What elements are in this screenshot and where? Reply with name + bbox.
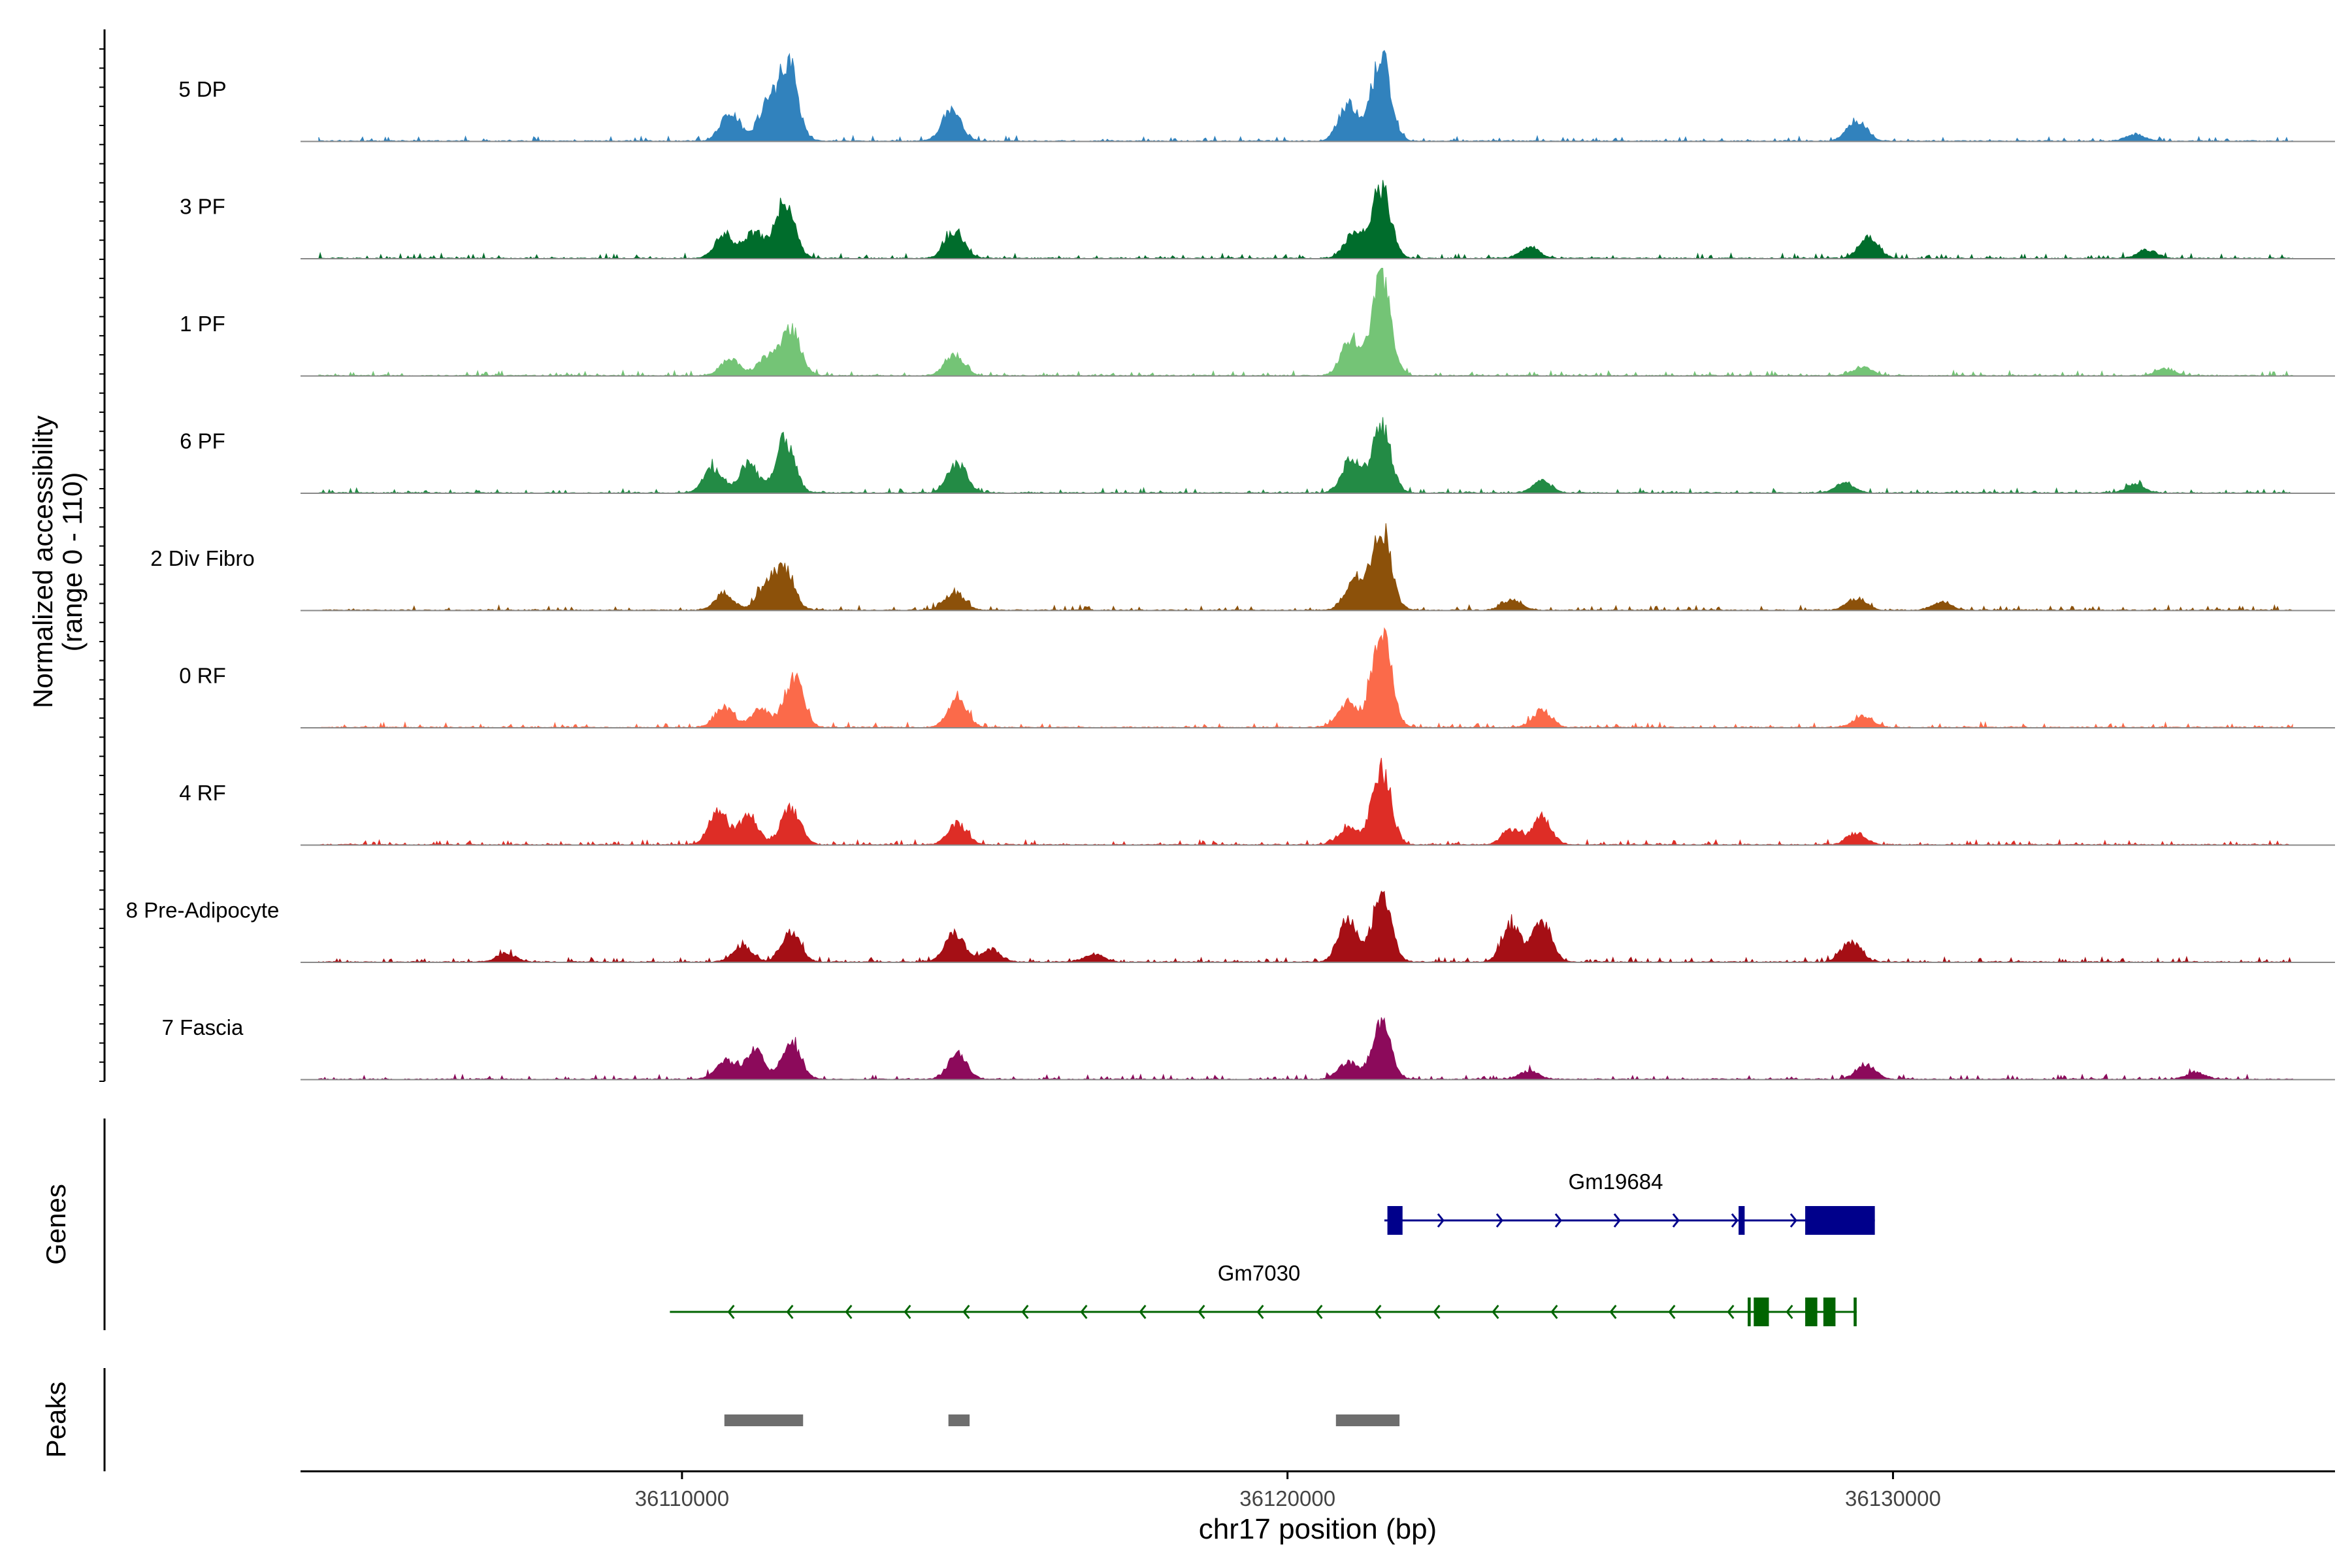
- x-axis-label: chr17 position (bp): [1199, 1513, 1437, 1545]
- strand-arrow: [1315, 1305, 1323, 1319]
- peaks-panel-label: Peaks: [41, 1382, 71, 1458]
- gene-gm7030: Gm7030: [670, 1261, 1857, 1326]
- coverage-area: [318, 627, 2293, 728]
- strand-arrow: [1789, 1213, 1797, 1228]
- strand-arrow: [1198, 1305, 1205, 1319]
- strand-arrow: [1080, 1305, 1088, 1319]
- x-tick-label: 36120000: [1239, 1486, 1335, 1511]
- gene-exon: [1854, 1298, 1857, 1326]
- gene-exon: [1823, 1298, 1836, 1326]
- x-axis-ticks: 36110000 36120000 36130000: [635, 1471, 1941, 1511]
- gene-exon: [1739, 1206, 1745, 1235]
- strand-arrow: [1609, 1305, 1617, 1319]
- strand-arrow: [1492, 1305, 1499, 1319]
- strand-arrow: [1437, 1213, 1445, 1228]
- coverage-area: [318, 757, 2293, 846]
- track-2-div-fibro: 2 Div Fibro: [150, 523, 2335, 612]
- coverage-area: [318, 1017, 2293, 1081]
- genes-panel-label: Genes: [41, 1184, 71, 1265]
- gene-gm19684: Gm19684: [1384, 1169, 1875, 1235]
- strand-arrow: [786, 1305, 794, 1319]
- coverage-area: [318, 180, 2293, 260]
- strand-arrow: [1021, 1305, 1029, 1319]
- strand-arrow: [1256, 1305, 1264, 1319]
- track-0-rf: 0 RF: [179, 627, 2335, 728]
- gene-exon: [1748, 1298, 1751, 1326]
- track-label: 1 PF: [180, 312, 225, 336]
- strand-arrow: [1433, 1305, 1441, 1319]
- track-8-pre-adipocyte: 8 Pre-Adipocyte: [126, 890, 2335, 964]
- peak-region: [1335, 1414, 1400, 1426]
- track-7-fascia: 7 Fascia: [162, 1015, 2335, 1081]
- gene-exon: [1805, 1206, 1875, 1235]
- gene-annotation-panel: Gm19684 Gm7030: [670, 1169, 1875, 1326]
- strand-arrow: [1672, 1213, 1680, 1228]
- track-label: 2 Div Fibro: [150, 546, 255, 570]
- x-tick-label: 36130000: [1845, 1486, 1941, 1511]
- coverage-area: [318, 268, 2293, 378]
- y-axis-label: Normalized accessibility: [27, 416, 58, 708]
- strand-arrow: [1727, 1305, 1735, 1319]
- strand-arrow: [1668, 1305, 1676, 1319]
- track-6-pf: 6 PF: [180, 417, 2335, 495]
- coverage-area: [318, 890, 2293, 964]
- track-4-rf: 4 RF: [179, 757, 2335, 846]
- strand-arrow: [1374, 1305, 1382, 1319]
- x-tick-label: 36110000: [635, 1486, 729, 1511]
- strand-arrow: [1495, 1213, 1503, 1228]
- track-label: 8 Pre-Adipocyte: [126, 898, 280, 923]
- track-5-dp: 5 DP: [178, 50, 2335, 142]
- track-label: 4 RF: [179, 781, 226, 805]
- track-3-pf: 3 PF: [180, 180, 2335, 260]
- track-label: 3 PF: [180, 195, 225, 219]
- strand-arrow: [1613, 1213, 1621, 1228]
- strand-arrow: [845, 1305, 853, 1319]
- strand-arrow: [904, 1305, 911, 1319]
- gene-name-label: Gm7030: [1218, 1261, 1301, 1285]
- strand-arrow: [1786, 1305, 1793, 1319]
- strand-arrow: [1554, 1213, 1562, 1228]
- gene-exon: [1387, 1206, 1403, 1235]
- strand-arrow: [727, 1305, 735, 1319]
- coverage-tracks: 5 DP 3 PF 1 PF 6 PF 2 Div Fibro 0 RF 4 RF 8 Pre…: [126, 50, 2335, 1081]
- coverage-area: [318, 417, 2293, 495]
- gene-name-label: Gm19684: [1569, 1169, 1663, 1194]
- coverage-area: [318, 523, 2293, 612]
- strand-arrow: [1139, 1305, 1147, 1319]
- strand-arrow: [1731, 1213, 1739, 1228]
- track-label: 5 DP: [178, 77, 226, 101]
- peak-region: [948, 1414, 970, 1426]
- peak-regions-panel: [724, 1414, 1400, 1426]
- y-axis-label-range: (range 0 - 110): [57, 472, 88, 652]
- coverage-area: [318, 50, 2293, 142]
- peak-region: [724, 1414, 804, 1426]
- strand-arrow: [962, 1305, 970, 1319]
- track-label: 7 Fascia: [162, 1015, 244, 1039]
- track-label: 0 RF: [179, 664, 226, 688]
- track-1-pf: 1 PF: [180, 268, 2335, 378]
- strand-arrow: [1550, 1305, 1558, 1319]
- gene-exon: [1754, 1298, 1769, 1326]
- track-label: 6 PF: [180, 429, 225, 453]
- gene-exon: [1805, 1298, 1818, 1326]
- coverage-y-axis: [99, 29, 106, 1082]
